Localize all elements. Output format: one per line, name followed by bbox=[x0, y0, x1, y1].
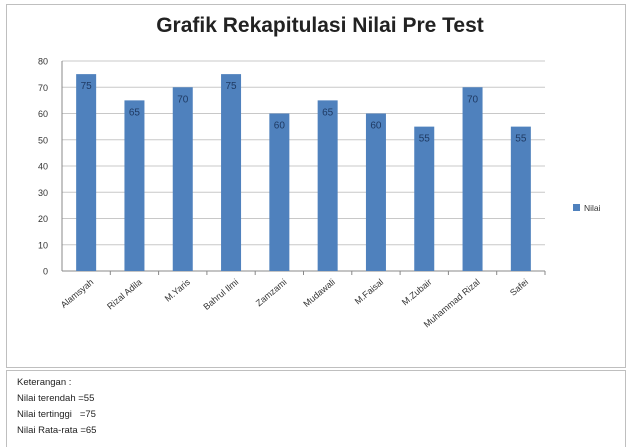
y-tick-label: 60 bbox=[38, 109, 48, 119]
bar bbox=[172, 87, 193, 271]
y-tick-label: 40 bbox=[38, 162, 48, 172]
notes-panel: Keterangan : Nilai terendah =55 Nilai te… bbox=[6, 370, 626, 447]
x-tick-label: Bahrul Ilmi bbox=[201, 277, 240, 312]
data-label: 70 bbox=[467, 94, 479, 105]
bar bbox=[510, 126, 531, 271]
data-label: 60 bbox=[370, 121, 382, 132]
legend-swatch bbox=[573, 204, 580, 211]
data-label: 65 bbox=[322, 107, 334, 118]
bar bbox=[462, 87, 483, 271]
y-tick-label: 80 bbox=[38, 57, 48, 67]
chart-title: Grafik Rekapitulasi Nilai Pre Test bbox=[156, 14, 484, 37]
bar bbox=[317, 100, 338, 271]
x-tick-label: Mudawali bbox=[301, 277, 337, 309]
y-tick-label: 50 bbox=[38, 135, 48, 145]
note-highest: Nilai tertinggi =75 bbox=[17, 409, 96, 420]
data-label: 55 bbox=[419, 134, 431, 145]
y-tick-label: 20 bbox=[38, 214, 48, 224]
data-label: 60 bbox=[274, 121, 286, 132]
note-average: Nilai Rata-rata =65 bbox=[17, 425, 97, 436]
notes-heading: Keterangan : bbox=[17, 377, 72, 388]
data-label: 75 bbox=[81, 81, 93, 92]
data-label: 75 bbox=[225, 81, 237, 92]
y-tick-label: 0 bbox=[43, 267, 48, 277]
bar bbox=[269, 113, 290, 271]
note-lowest: Nilai terendah =55 bbox=[17, 393, 95, 404]
bar bbox=[76, 74, 97, 271]
bar bbox=[365, 113, 386, 271]
bar-chart: 0 10 20 30 40 50 60 70 80 75 Alamsyah 65 Rizal Adila… bbox=[38, 57, 601, 330]
x-tick-label: M.Faisal bbox=[353, 277, 385, 307]
data-label: 55 bbox=[515, 134, 527, 145]
y-tick-label: 10 bbox=[38, 240, 48, 250]
x-tick-label: M.Zubair bbox=[400, 277, 434, 307]
data-label: 70 bbox=[177, 94, 189, 105]
data-label: 65 bbox=[129, 107, 141, 118]
y-tick-label: 70 bbox=[38, 83, 48, 93]
y-tick-label: 30 bbox=[38, 188, 48, 198]
bar bbox=[414, 126, 435, 271]
legend-label: Nilai bbox=[584, 203, 601, 213]
x-tick-label: M.Yaris bbox=[163, 277, 193, 304]
x-tick-label: Zamzami bbox=[254, 277, 289, 308]
x-tick-label: Safei bbox=[508, 277, 530, 298]
bar bbox=[221, 74, 242, 271]
x-tick-label: Alamsyah bbox=[59, 277, 96, 310]
bar bbox=[124, 100, 145, 271]
x-tick-label: Rizal Adila bbox=[105, 277, 144, 312]
